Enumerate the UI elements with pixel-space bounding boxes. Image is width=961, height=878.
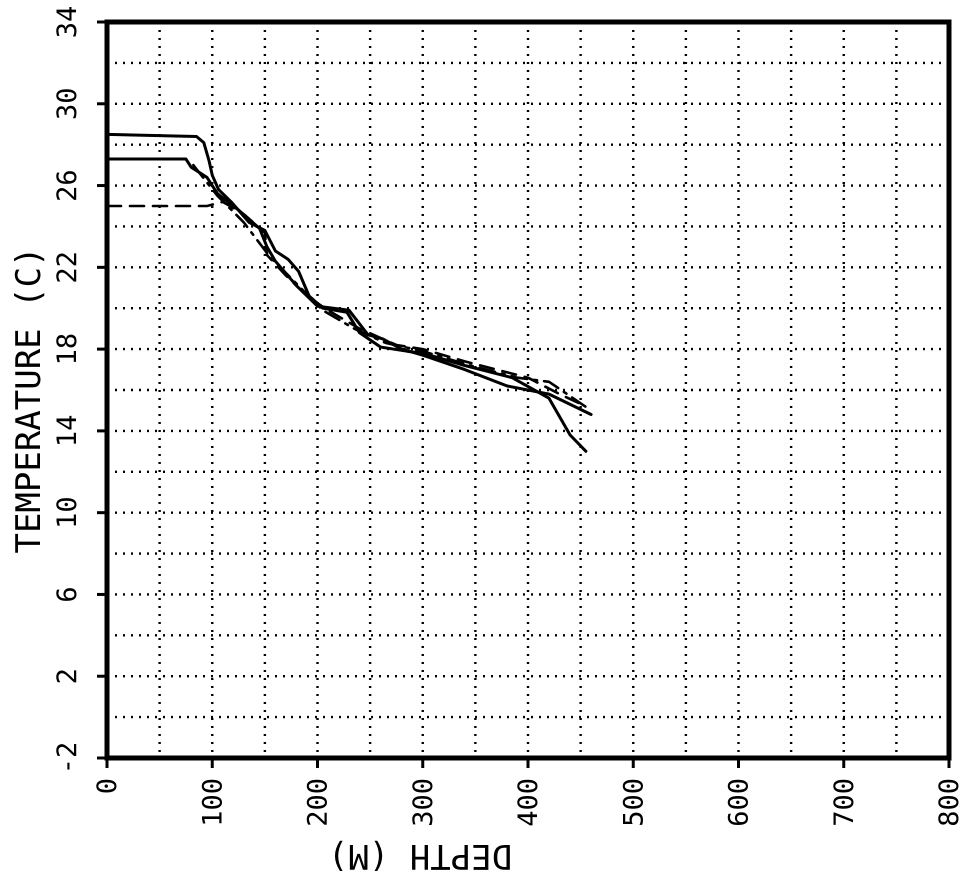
y-tick-label: 10 xyxy=(52,496,83,529)
series-line-4 xyxy=(192,163,593,412)
series-layer xyxy=(105,132,593,453)
y-axis-label: TEMPERATURE (C) xyxy=(9,246,49,553)
x-tick-label: 800 xyxy=(934,778,961,827)
y-tick-label: 2 xyxy=(52,668,83,684)
y-tick-label: -2 xyxy=(52,742,83,775)
x-tick-label: 200 xyxy=(303,778,334,827)
y-tick-label: 6 xyxy=(52,586,83,602)
series-line-1 xyxy=(105,132,588,453)
y-tick-label: 22 xyxy=(52,251,83,284)
x-tick-label: 500 xyxy=(618,778,649,827)
y-tick-label: 30 xyxy=(52,88,83,121)
x-tick-label: 0 xyxy=(92,778,123,794)
x-tick-label: 100 xyxy=(197,778,228,827)
y-tick-label: 26 xyxy=(52,169,83,202)
x-tick-label: 600 xyxy=(724,778,755,827)
x-tick-label: 400 xyxy=(513,778,544,827)
x-axis-label: DEPTH (M) xyxy=(328,836,512,876)
tick-marks xyxy=(97,20,951,768)
x-tick-labels: 0 100 200 300 400 500 600 700 800 xyxy=(92,778,961,827)
plot-frame xyxy=(104,19,952,761)
series-line-3 xyxy=(105,200,588,408)
series-line-2 xyxy=(105,157,593,416)
y-tick-label: 18 xyxy=(52,333,83,366)
x-tick-label: 700 xyxy=(829,778,860,827)
y-tick-label: 14 xyxy=(52,415,83,448)
y-tick-label: 34 xyxy=(52,6,83,39)
x-tick-label: 300 xyxy=(408,778,439,827)
